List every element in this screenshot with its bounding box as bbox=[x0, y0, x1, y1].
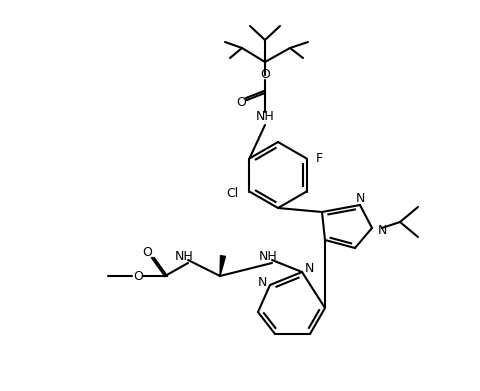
Text: O: O bbox=[142, 246, 152, 260]
Text: N: N bbox=[304, 262, 314, 276]
Text: NH: NH bbox=[259, 249, 277, 262]
Text: NH: NH bbox=[175, 249, 193, 262]
Text: N: N bbox=[377, 224, 387, 237]
Text: O: O bbox=[236, 95, 246, 108]
Text: O: O bbox=[133, 269, 143, 283]
Polygon shape bbox=[220, 256, 226, 276]
Text: N: N bbox=[257, 276, 267, 289]
Text: N: N bbox=[355, 192, 365, 204]
Text: O: O bbox=[260, 68, 270, 81]
Text: F: F bbox=[316, 152, 323, 165]
Text: Cl: Cl bbox=[226, 187, 239, 200]
Text: NH: NH bbox=[256, 111, 275, 124]
